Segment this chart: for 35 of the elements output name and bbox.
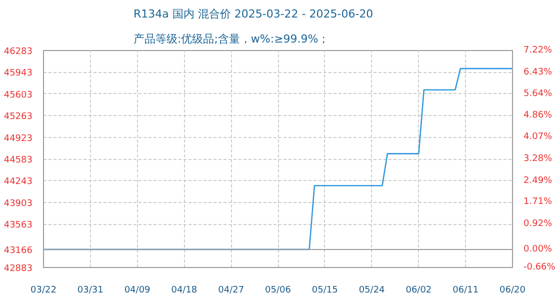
y-tick-label: 43166 — [4, 246, 33, 256]
x-tick-label: 06/02 — [406, 286, 432, 296]
y2-tick-label: 7.22% — [524, 46, 553, 56]
y2-tick-label: 2.49% — [524, 176, 553, 186]
y-tick-label: 44583 — [4, 156, 33, 166]
y2-tick-label: 0.00% — [524, 244, 553, 254]
x-tick-label: 04/09 — [124, 286, 151, 296]
y-tick-label: 44243 — [4, 177, 33, 188]
chart-title: R134a 国内 混合价 2025-03-22 - 2025-06-20 — [134, 8, 374, 20]
x-tick-label: 05/24 — [358, 286, 386, 296]
x-tick-label: 05/15 — [312, 286, 338, 296]
y-tick-label: 43563 — [4, 220, 33, 231]
x-tick-label: 05/06 — [265, 286, 292, 296]
chart-subtitle: 产品等级:优级品;含量，w%:≥99.9%； — [134, 32, 330, 46]
x-tick-label: 04/27 — [218, 286, 244, 296]
y2-tick-label: 4.07% — [524, 132, 553, 142]
y-tick-label: 43903 — [4, 198, 33, 209]
x-tick-label: 06/11 — [452, 286, 479, 296]
x-tick-label: 03/31 — [77, 286, 104, 296]
y2-tick-label: 0.92% — [524, 218, 553, 229]
x-tick-label: 04/18 — [171, 286, 198, 296]
y2-tick-label: 5.64% — [524, 89, 553, 100]
y-tick-label: 42883 — [4, 264, 33, 274]
x-tick-label: 06/20 — [500, 286, 526, 296]
y2-tick-label: 4.86% — [524, 110, 553, 120]
y-tick-label: 44923 — [4, 134, 33, 144]
y2-tick-label: -0.66% — [524, 262, 556, 272]
y-tick-label: 45943 — [4, 68, 33, 79]
x-tick-label: 03/22 — [30, 286, 56, 296]
y-tick-label: 46283 — [4, 47, 33, 57]
y-tick-label: 45263 — [4, 112, 33, 122]
y2-tick-label: 6.43% — [524, 67, 553, 78]
y2-tick-label: 1.71% — [524, 197, 553, 208]
y-tick-label: 45603 — [4, 90, 33, 100]
y2-tick-label: 3.28% — [524, 154, 553, 164]
